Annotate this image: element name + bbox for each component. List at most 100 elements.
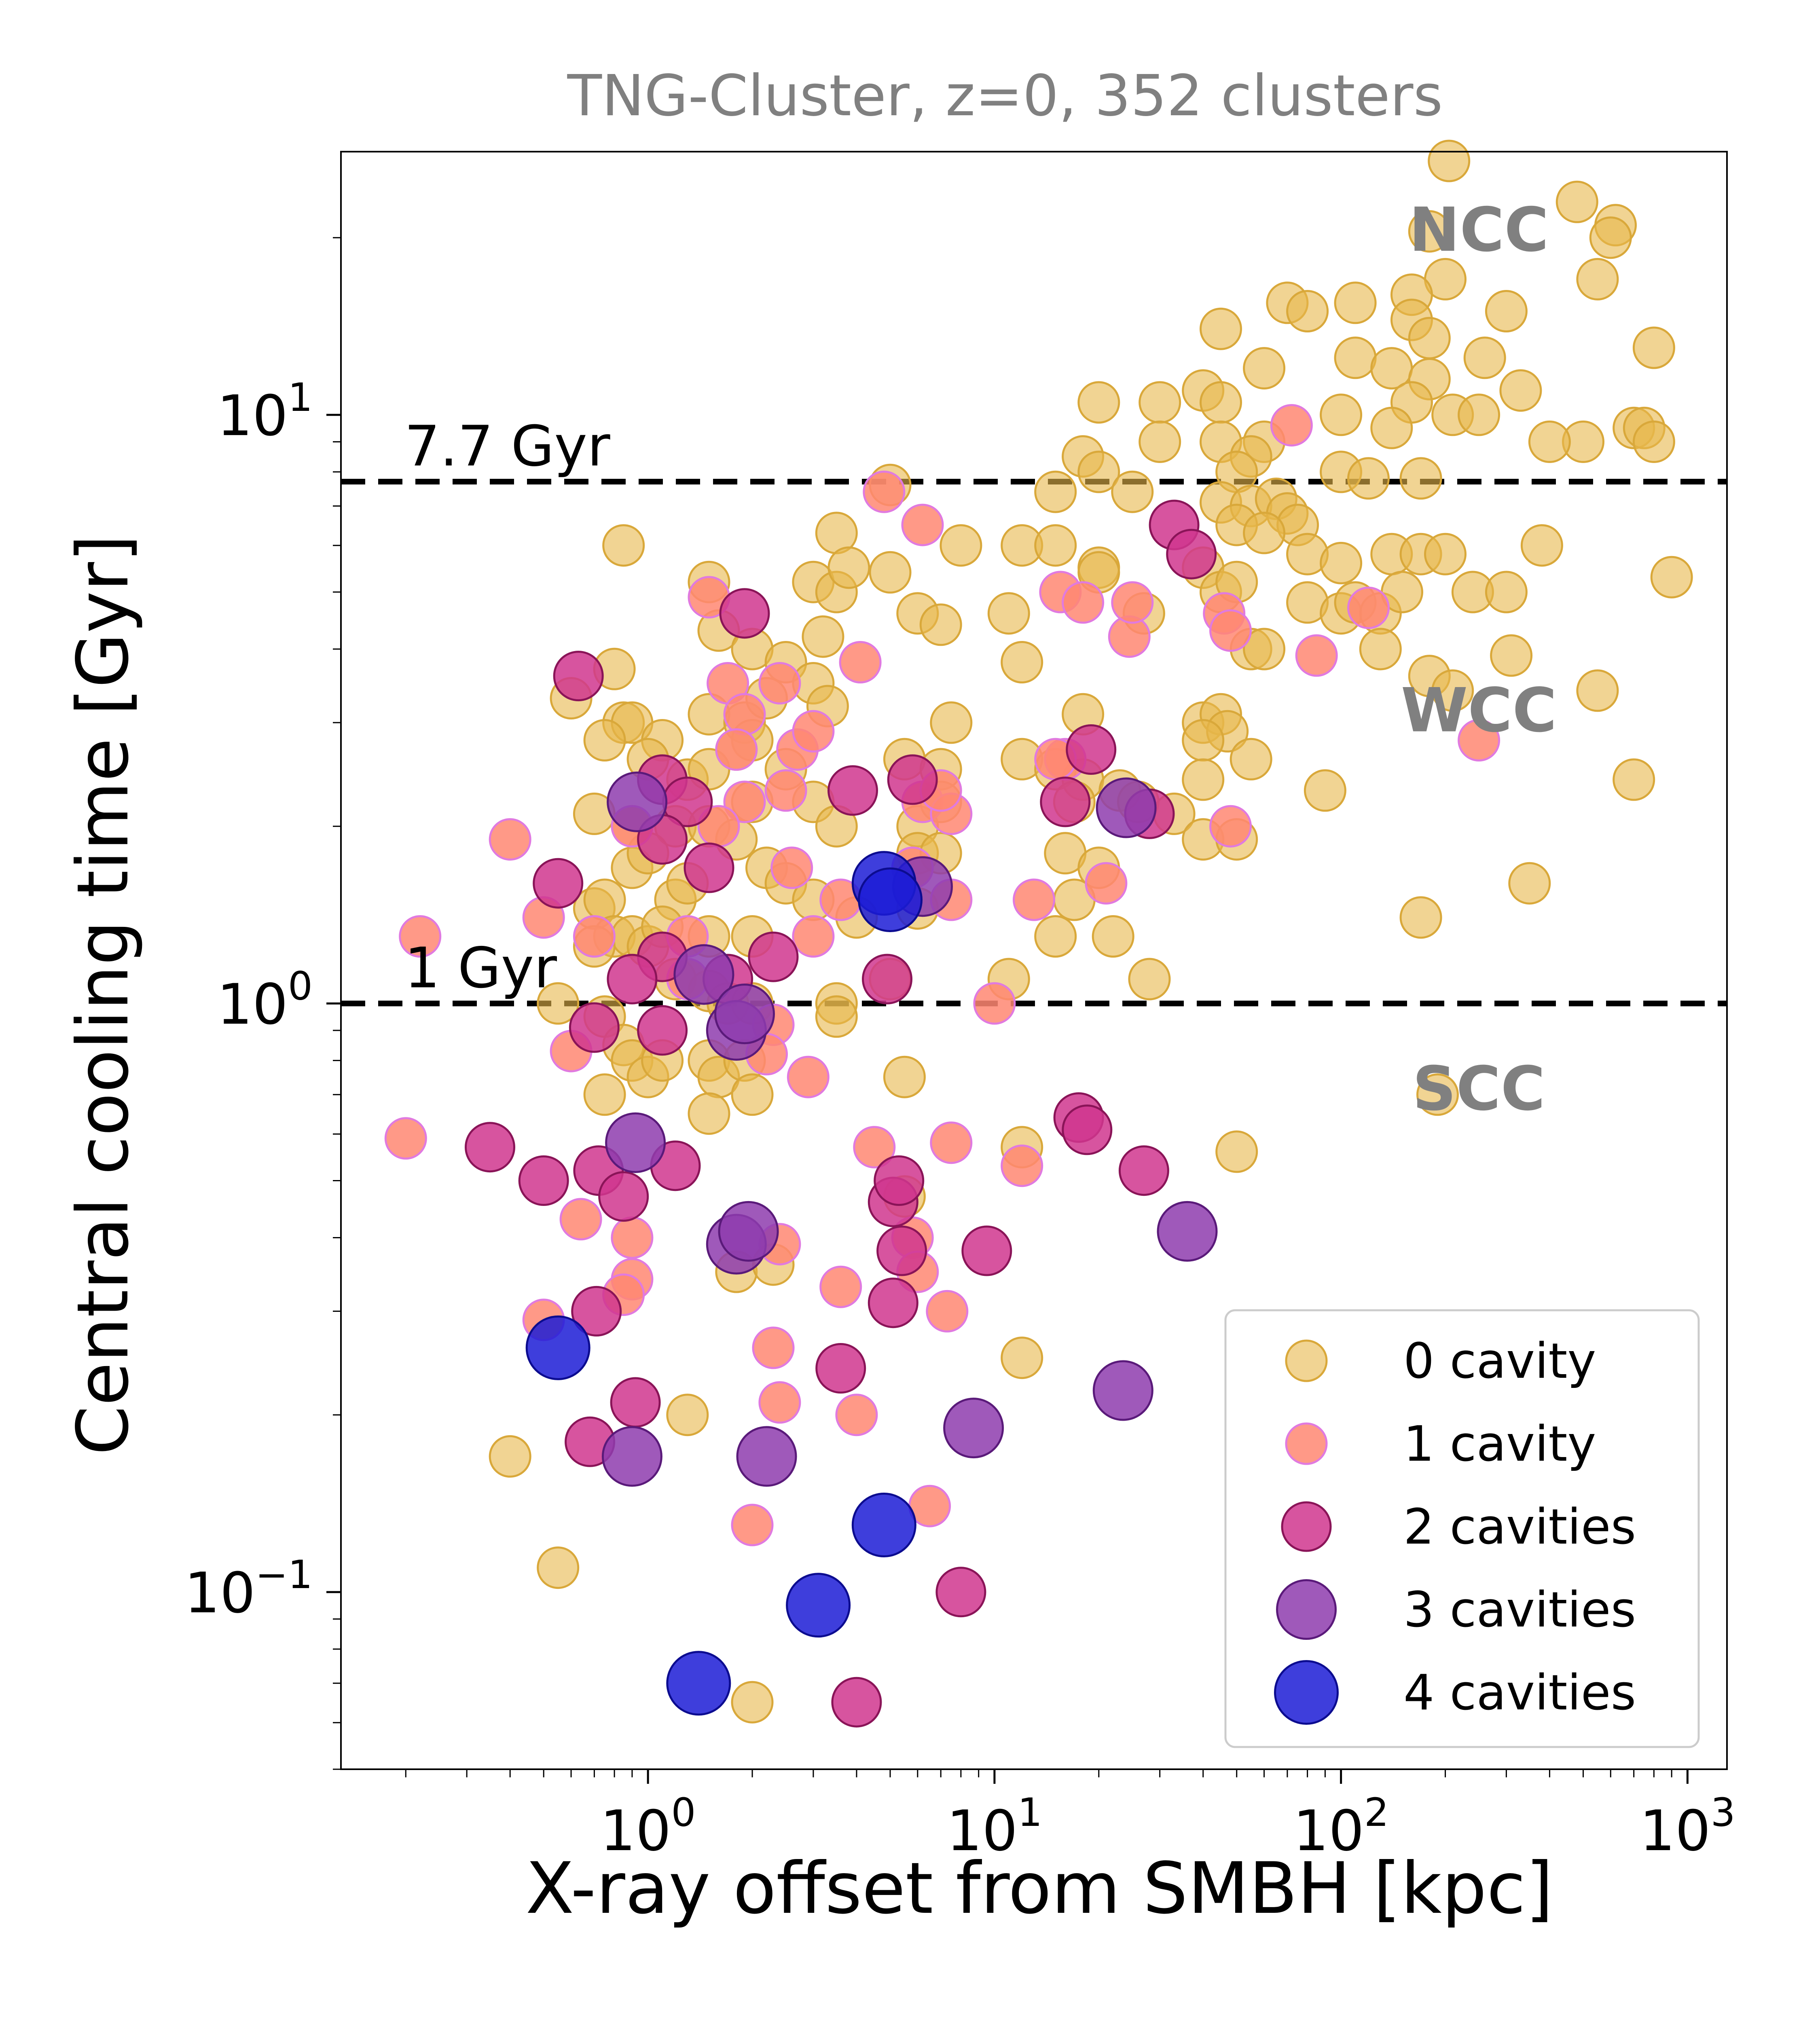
legend-marker — [1276, 1579, 1337, 1640]
data-point — [1139, 420, 1181, 463]
data-point — [573, 915, 616, 958]
data-point — [869, 551, 912, 594]
data-point — [666, 1651, 731, 1716]
data-point — [1286, 290, 1329, 332]
data-point — [935, 1567, 986, 1618]
data-point — [752, 1326, 795, 1369]
data-point — [607, 954, 658, 1005]
data-point — [853, 1126, 896, 1169]
legend-marker — [1281, 1501, 1332, 1552]
data-point — [1490, 634, 1533, 677]
data-point — [399, 915, 442, 958]
x-tick-label: 100 — [600, 1790, 696, 1863]
plot-frame — [340, 151, 1728, 1770]
data-point — [1485, 571, 1528, 613]
data-point — [1424, 533, 1467, 575]
data-point — [862, 954, 912, 1005]
data-point — [489, 818, 531, 861]
data-point — [731, 1681, 774, 1724]
data-point — [571, 1286, 622, 1337]
data-point — [930, 701, 973, 744]
data-point — [1576, 669, 1619, 712]
data-point — [1128, 958, 1171, 1000]
data-point — [1215, 1130, 1258, 1173]
data-point — [1111, 470, 1154, 513]
data-point — [815, 995, 858, 1038]
data-point — [715, 728, 758, 771]
data-point — [1632, 326, 1675, 369]
series-3 — [601, 771, 1218, 1487]
region-label: SCC — [1412, 1054, 1545, 1124]
data-point — [1062, 581, 1105, 624]
data-point — [1334, 281, 1377, 324]
data-point — [1613, 758, 1655, 801]
data-point — [930, 1121, 973, 1164]
data-point — [758, 1381, 801, 1424]
data-point — [1359, 628, 1402, 670]
data-point — [1200, 307, 1242, 350]
data-point — [792, 915, 835, 958]
data-point — [901, 503, 944, 546]
data-point — [1370, 406, 1413, 449]
data-point — [714, 984, 775, 1045]
data-point — [598, 1171, 649, 1222]
data-point — [1157, 1201, 1218, 1262]
data-point — [605, 1112, 666, 1173]
data-point — [684, 842, 734, 893]
data-point — [943, 1398, 1004, 1459]
data-point — [758, 662, 801, 704]
data-point — [1632, 420, 1675, 463]
data-point — [1034, 470, 1077, 513]
data-point — [1589, 216, 1632, 259]
data-point — [792, 710, 835, 753]
x-tick-label: 101 — [947, 1790, 1043, 1863]
series-4 — [525, 851, 923, 1716]
legend-marker — [1285, 1339, 1328, 1382]
data-point — [1520, 524, 1563, 567]
legend-box — [1224, 1309, 1700, 1748]
legend-marker — [1274, 1660, 1339, 1725]
region-label: NCC — [1409, 195, 1549, 265]
data-point — [819, 1265, 862, 1308]
data-point — [1034, 915, 1077, 958]
data-point — [583, 719, 626, 761]
axes: 100 101 102 103 10−1 100 101 — [184, 151, 1735, 1863]
data-point — [1209, 609, 1252, 652]
data-point — [1085, 862, 1128, 905]
data-point — [553, 651, 604, 702]
data-point — [926, 1290, 969, 1332]
data-point — [1230, 738, 1272, 780]
data-point — [673, 944, 734, 1005]
y-tick-label: 101 — [217, 375, 313, 448]
data-point — [835, 1394, 878, 1436]
data-point — [1408, 210, 1451, 253]
data-point — [611, 1216, 654, 1259]
data-point — [537, 982, 580, 1025]
data-point — [1485, 290, 1528, 332]
data-point — [489, 1435, 531, 1478]
data-point — [874, 1155, 925, 1206]
data-point — [1458, 719, 1500, 761]
data-point — [583, 878, 626, 921]
data-point — [1576, 258, 1619, 300]
data-point — [1555, 180, 1598, 223]
data-point — [384, 1117, 427, 1160]
data-point — [1243, 347, 1286, 390]
data-point — [1182, 719, 1225, 761]
data-point — [1077, 381, 1120, 424]
legend-marker — [1285, 1422, 1328, 1465]
data-point — [637, 1005, 688, 1056]
data-point — [851, 1493, 916, 1557]
data-point — [1001, 641, 1043, 683]
legend-label: 4 cavities — [1403, 1665, 1636, 1721]
data-point — [731, 1073, 774, 1116]
data-point — [815, 1343, 866, 1394]
data-point — [569, 1002, 620, 1053]
region-label: WCC — [1401, 675, 1557, 746]
data-point — [1528, 420, 1571, 463]
data-point — [1650, 556, 1693, 599]
data-point — [1040, 776, 1091, 827]
data-point — [858, 867, 923, 932]
data-point — [718, 1201, 779, 1262]
